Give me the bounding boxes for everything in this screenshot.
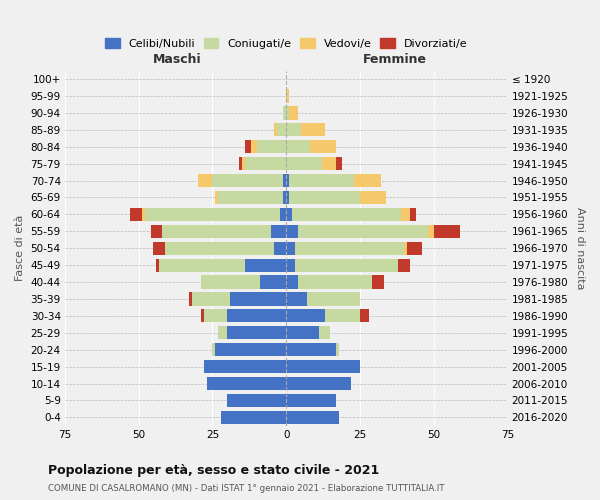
Bar: [301, 123, 325, 136]
Bar: [245, 258, 286, 272]
Bar: [337, 157, 342, 170]
Bar: [286, 292, 307, 306]
Bar: [360, 310, 369, 322]
Bar: [398, 258, 410, 272]
Bar: [286, 394, 337, 407]
Bar: [286, 208, 292, 221]
Bar: [227, 326, 286, 340]
Bar: [198, 174, 212, 187]
Bar: [260, 276, 286, 288]
Bar: [286, 377, 351, 390]
Bar: [286, 191, 289, 204]
Bar: [434, 224, 460, 238]
Text: COMUNE DI CASALROMANO (MN) - Dati ISTAT 1° gennaio 2021 - Elaborazione TUTTITALI: COMUNE DI CASALROMANO (MN) - Dati ISTAT …: [48, 484, 445, 493]
Bar: [289, 191, 360, 204]
Bar: [286, 258, 295, 272]
Bar: [160, 258, 245, 272]
Bar: [407, 242, 422, 255]
Bar: [337, 343, 339, 356]
Bar: [212, 343, 215, 356]
Bar: [218, 191, 283, 204]
Bar: [310, 140, 337, 153]
Bar: [286, 123, 301, 136]
Text: Maschi: Maschi: [153, 52, 202, 66]
Bar: [200, 310, 203, 322]
Bar: [292, 208, 401, 221]
Bar: [218, 326, 227, 340]
Bar: [319, 326, 331, 340]
Bar: [165, 242, 274, 255]
Bar: [203, 360, 286, 373]
Bar: [271, 224, 286, 238]
Bar: [354, 174, 380, 187]
Bar: [286, 90, 289, 102]
Bar: [230, 292, 286, 306]
Text: Popolazione per età, sesso e stato civile - 2021: Popolazione per età, sesso e stato civil…: [48, 464, 379, 477]
Y-axis label: Anni di nascita: Anni di nascita: [575, 207, 585, 290]
Bar: [130, 208, 142, 221]
Bar: [251, 140, 257, 153]
Bar: [200, 276, 260, 288]
Bar: [286, 310, 325, 322]
Bar: [239, 157, 242, 170]
Bar: [286, 360, 360, 373]
Bar: [221, 411, 286, 424]
Bar: [142, 208, 145, 221]
Bar: [295, 242, 404, 255]
Bar: [215, 191, 218, 204]
Bar: [154, 242, 165, 255]
Bar: [286, 140, 310, 153]
Bar: [274, 242, 286, 255]
Bar: [283, 191, 286, 204]
Bar: [286, 242, 295, 255]
Bar: [274, 123, 277, 136]
Bar: [145, 208, 280, 221]
Bar: [360, 191, 386, 204]
Bar: [242, 157, 245, 170]
Bar: [322, 157, 337, 170]
Legend: Celibi/Nubili, Coniugati/e, Vedovi/e, Divorziati/e: Celibi/Nubili, Coniugati/e, Vedovi/e, Di…: [101, 34, 472, 53]
Bar: [372, 276, 383, 288]
Bar: [307, 292, 360, 306]
Bar: [286, 411, 339, 424]
Bar: [286, 157, 322, 170]
Bar: [286, 343, 337, 356]
Bar: [245, 140, 251, 153]
Y-axis label: Fasce di età: Fasce di età: [15, 215, 25, 282]
Bar: [325, 310, 360, 322]
Bar: [245, 157, 286, 170]
Bar: [189, 292, 192, 306]
Text: Femmine: Femmine: [364, 52, 427, 66]
Bar: [277, 123, 286, 136]
Bar: [286, 174, 289, 187]
Bar: [283, 174, 286, 187]
Bar: [257, 140, 286, 153]
Bar: [404, 242, 407, 255]
Bar: [286, 326, 319, 340]
Bar: [163, 224, 271, 238]
Bar: [227, 394, 286, 407]
Bar: [227, 310, 286, 322]
Bar: [289, 174, 354, 187]
Bar: [286, 106, 289, 120]
Bar: [283, 106, 286, 120]
Bar: [298, 276, 372, 288]
Bar: [289, 106, 298, 120]
Bar: [215, 343, 286, 356]
Bar: [192, 292, 230, 306]
Bar: [286, 224, 298, 238]
Bar: [157, 258, 160, 272]
Bar: [206, 377, 286, 390]
Bar: [212, 174, 283, 187]
Bar: [151, 224, 163, 238]
Bar: [286, 276, 298, 288]
Bar: [280, 208, 286, 221]
Bar: [295, 258, 398, 272]
Bar: [410, 208, 416, 221]
Bar: [298, 224, 428, 238]
Bar: [203, 310, 227, 322]
Bar: [428, 224, 434, 238]
Bar: [401, 208, 410, 221]
